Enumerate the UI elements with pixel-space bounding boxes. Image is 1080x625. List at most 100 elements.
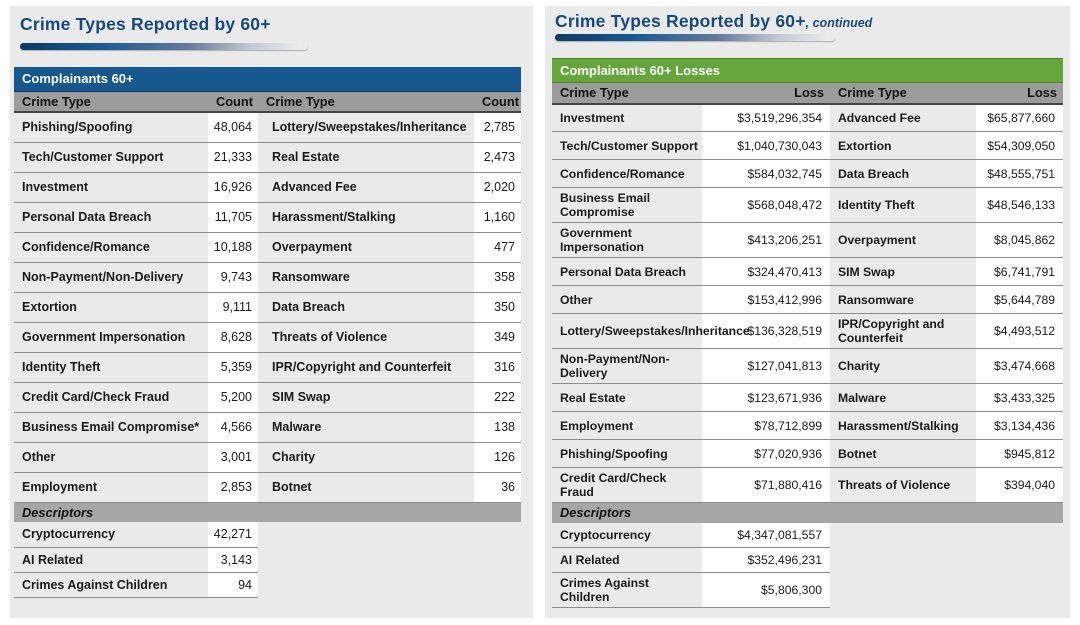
count-cell: 222 [474, 382, 521, 413]
crime-type-cell: Harassment/Stalking [258, 202, 474, 233]
empty-cell [258, 522, 521, 547]
loss-cell: $6,741,791 [976, 257, 1064, 286]
loss-cell: $394,040 [976, 467, 1064, 503]
crime-type-cell: Identity Theft [830, 187, 976, 223]
crime-type-cell: Confidence/Romance [14, 232, 208, 263]
descriptors-label: Descriptors [552, 502, 1064, 523]
table-band: Complainants 60+ [14, 67, 521, 92]
table-row: Government Impersonation 8,628 Threats of … [14, 322, 521, 353]
table-band-label: Complainants 60+ Losses [552, 58, 1064, 83]
crime-type-cell: Non-Payment/Non-Delivery [14, 262, 208, 293]
table-row: Cryptocurrency 42,271 [14, 522, 521, 548]
count-cell: 8,628 [208, 322, 258, 353]
count-cell: 349 [474, 322, 521, 353]
table-row: Employment $78,712,899 Harassment/Stalking… [552, 411, 1064, 440]
loss-cell: $945,812 [976, 439, 1064, 468]
loss-cell: $8,045,862 [976, 222, 1064, 258]
loss-cell: $324,470,413 [702, 257, 830, 286]
table-row: Crimes Against Children 94 [14, 572, 521, 598]
loss-cell: $153,412,996 [702, 285, 830, 314]
page-title: Crime Types Reported by 60+ [555, 11, 806, 31]
loss-cell: $48,555,751 [976, 159, 1064, 188]
count-cell: 94 [208, 572, 258, 598]
crime-type-cell: Investment [552, 103, 702, 132]
crime-type-cell: Extortion [830, 131, 976, 160]
column-header-row: Crime Type Loss Crime Type Loss [552, 82, 1064, 105]
loss-cell: $5,644,789 [976, 285, 1064, 314]
table-row: Personal Data Breach $324,470,413 SIM Swap… [552, 257, 1064, 286]
crime-type-cell: Advanced Fee [258, 172, 474, 203]
column-header: Loss [702, 82, 830, 105]
right-report-panel: Crime Types Reported by 60+, continued C… [545, 6, 1070, 618]
loss-cell: $78,712,899 [702, 411, 830, 440]
crime-type-cell: Real Estate [552, 383, 702, 412]
loss-cell: $136,328,519 [702, 313, 830, 349]
column-header: Count [208, 91, 258, 113]
crime-type-cell: Charity [830, 348, 976, 384]
table-row: Non-Payment/Non-Delivery $127,041,813 Char… [552, 348, 1064, 384]
table-row: Crimes Against Children $5,806,300 [552, 572, 1063, 608]
crime-type-cell: Ransomware [258, 262, 474, 293]
right-title-row: Crime Types Reported by 60+, continued [555, 11, 1070, 32]
count-cell: 138 [474, 412, 521, 443]
empty-cell [830, 548, 1063, 573]
crime-type-cell: IPR/Copyright and Counterfeit [258, 352, 474, 383]
table-row: AI Related 3,143 [14, 547, 521, 573]
count-cell: 11,705 [208, 202, 258, 233]
losses-table: Complainants 60+ Losses Crime Type Loss … [552, 58, 1064, 608]
loss-cell: $4,347,081,557 [702, 522, 830, 548]
crime-type-cell: Non-Payment/Non-Delivery [552, 348, 702, 384]
crime-type-cell: Crimes Against Children [552, 572, 702, 608]
descriptors-body: Cryptocurrency $4,347,081,557 AI Related $3… [552, 522, 1063, 608]
count-cell: 2,853 [208, 472, 258, 503]
crime-type-cell: Threats of Violence [830, 467, 976, 503]
title-underline-bar [20, 43, 308, 50]
crime-type-cell: Charity [258, 442, 474, 473]
empty-cell [830, 573, 1063, 608]
table-row: Phishing/Spoofing $77,020,936 Botnet $945,8… [552, 439, 1064, 468]
crime-type-cell: Personal Data Breach [14, 202, 208, 233]
count-cell: 36 [474, 472, 521, 503]
table-band: Complainants 60+ Losses [552, 58, 1064, 83]
loss-cell: $3,474,668 [976, 348, 1064, 384]
crime-type-cell: Data Breach [258, 292, 474, 323]
count-cell: 9,111 [208, 292, 258, 323]
crime-type-cell: Malware [830, 383, 976, 412]
crime-type-cell: IPR/Copyright and Counterfeit [830, 313, 976, 349]
crime-type-cell: SIM Swap [258, 382, 474, 413]
loss-cell: $4,493,512 [976, 313, 1064, 349]
crime-type-cell: Government Impersonation [552, 222, 702, 258]
crime-type-cell: AI Related [14, 547, 208, 573]
count-cell: 16,926 [208, 172, 258, 203]
table-row: Employment 2,853 Botnet 36 [14, 472, 521, 503]
loss-cell: $123,671,936 [702, 383, 830, 412]
count-cell: 350 [474, 292, 521, 323]
table-row: Personal Data Breach 11,705 Harassment/Sta… [14, 202, 521, 233]
descriptors-body: Cryptocurrency 42,271 AI Related 3,143 Crime… [14, 522, 521, 598]
left-title-row: Crime Types Reported by 60+ [20, 14, 533, 35]
count-cell: 48,064 [208, 112, 258, 143]
crime-type-cell: Business Email Compromise* [14, 412, 208, 443]
loss-cell: $584,032,745 [702, 159, 830, 188]
crime-type-cell: AI Related [552, 547, 702, 573]
crime-type-cell: Government Impersonation [14, 322, 208, 353]
crime-type-cell: Advanced Fee [830, 103, 976, 132]
count-cell: 4,566 [208, 412, 258, 443]
crime-type-cell: Employment [14, 472, 208, 503]
crime-type-cell: Employment [552, 411, 702, 440]
table-row: Non-Payment/Non-Delivery 9,743 Ransomware 3… [14, 262, 521, 293]
loss-cell: $3,433,325 [976, 383, 1064, 412]
count-cell: 42,271 [208, 522, 258, 548]
count-cell: 126 [474, 442, 521, 473]
counts-table-body: Phishing/Spoofing 48,064 Lottery/Sweepstak… [14, 112, 521, 503]
crime-type-cell: Crimes Against Children [14, 572, 208, 598]
title-suffix: , continued [805, 16, 873, 30]
count-cell: 358 [474, 262, 521, 293]
table-row: Cryptocurrency $4,347,081,557 [552, 522, 1063, 548]
crime-type-cell: Lottery/Sweepstakes/Inheritance [552, 313, 750, 349]
loss-cell: $352,496,231 [702, 547, 830, 573]
crime-type-cell: Tech/Customer Support [14, 142, 208, 173]
table-row: Confidence/Romance 10,188 Overpayment 477 [14, 232, 521, 263]
crime-type-cell: Threats of Violence [258, 322, 474, 353]
table-row: Tech/Customer Support $1,040,730,043 Extor… [552, 131, 1064, 160]
